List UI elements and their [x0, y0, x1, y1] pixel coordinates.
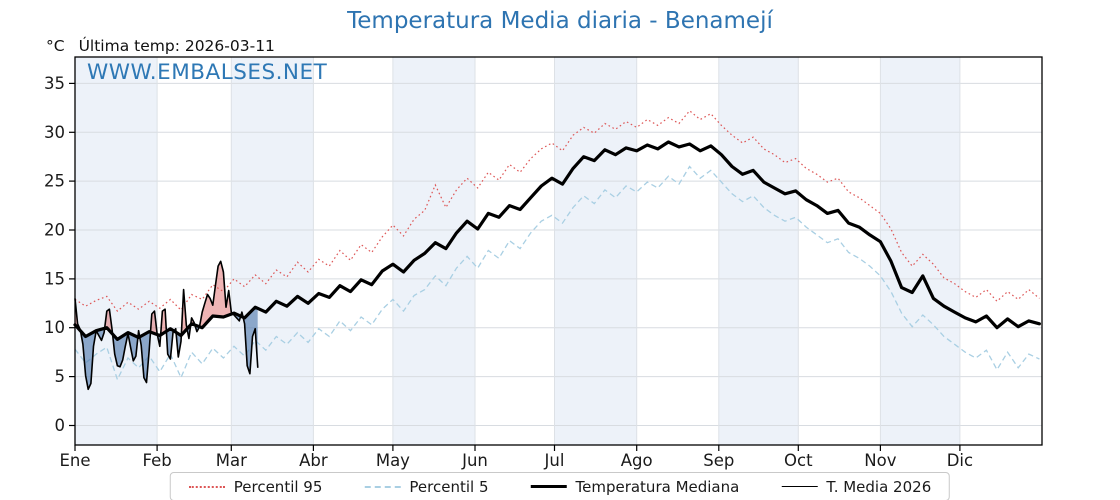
month-band	[475, 57, 555, 445]
legend-item-percentil5: Percentil 5	[364, 478, 488, 496]
y-tick-label: 25	[44, 172, 65, 191]
plot-frame	[74, 56, 1043, 446]
x-tick-label: Feb	[142, 451, 171, 470]
month-band	[718, 57, 799, 445]
y-tick-label: 35	[44, 74, 65, 93]
t2026-line-swatch	[781, 486, 818, 487]
y-tick-labels: 0 5 10 15 20 25 30 35	[44, 74, 65, 435]
y-tick-label: 20	[44, 221, 65, 240]
percentil5-line-swatch	[364, 485, 401, 488]
month-band	[554, 57, 637, 445]
axis-ticks	[69, 82, 961, 451]
mediana-line	[73, 140, 1042, 341]
legend-label: Percentil 95	[233, 477, 323, 496]
percentil5-line	[74, 165, 1040, 382]
month-band	[798, 57, 881, 445]
y-tick-label: 5	[55, 367, 66, 386]
month-bands	[75, 57, 1042, 445]
chart-subtitle: °C Última temp: 2026-03-11	[46, 37, 275, 55]
month-band	[392, 57, 475, 445]
percentil95-line	[74, 109, 1040, 312]
t2026-line	[74, 260, 259, 391]
y-tick-label: 0	[55, 416, 66, 435]
x-tick-label: Ago	[621, 451, 653, 470]
gridlines	[75, 57, 1042, 445]
legend-item-percentil95: Percentil 95	[188, 477, 323, 496]
legend-label: T. Media 2026	[826, 477, 932, 496]
x-tick-label: May	[376, 451, 410, 470]
y-tick-label: 10	[44, 318, 65, 337]
y-axis-unit-label: °C	[46, 37, 65, 55]
mediana-line-swatch	[530, 485, 567, 488]
month-band	[959, 57, 1042, 445]
month-band	[636, 57, 719, 445]
legend-label: Percentil 5	[409, 477, 489, 496]
legend-item-t2026: T. Media 2026	[781, 478, 931, 496]
x-tick-label: Nov	[864, 451, 896, 470]
x-tick-label: Mar	[216, 451, 247, 470]
y-tick-label: 15	[44, 269, 65, 288]
x-tick-label: Abr	[299, 451, 328, 470]
watermark-text: WWW.EMBALSES.NET	[87, 60, 328, 85]
y-tick-label: 30	[44, 123, 65, 142]
month-band	[157, 57, 232, 445]
x-tick-label: Ene	[59, 451, 90, 470]
last-temp-label: Última temp: 2026-03-11	[78, 37, 275, 55]
x-tick-label: Sep	[703, 451, 734, 470]
fill-below-median	[75, 307, 258, 390]
legend-label: Temperatura Mediana	[575, 477, 740, 496]
chart-legend: Percentil 95 Percentil 5 Temperatura Media…	[169, 472, 951, 500]
month-band	[231, 57, 314, 445]
month-band	[313, 57, 393, 445]
x-tick-labels: Ene Feb Mar Abr May Jun Jul Ago Sep Oct Nov Dic	[59, 451, 973, 470]
month-band	[880, 57, 960, 445]
chart-title: Temperatura Media diaria - Benamejí	[347, 8, 773, 34]
percentil95-line-swatch	[188, 485, 225, 488]
x-tick-label: Oct	[784, 451, 813, 470]
x-tick-label: Dic	[947, 451, 973, 470]
x-tick-label: Jun	[461, 451, 488, 470]
x-tick-label: Jul	[544, 451, 565, 470]
legend-item-mediana: Temperatura Mediana	[530, 478, 739, 496]
